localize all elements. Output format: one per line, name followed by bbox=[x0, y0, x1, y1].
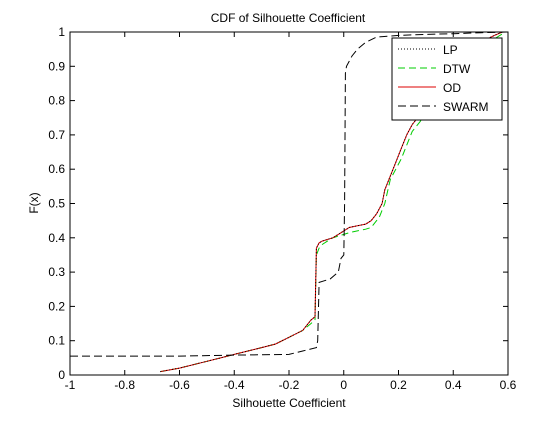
y-axis-label: F(x) bbox=[27, 192, 41, 213]
series-line-swarm bbox=[70, 31, 509, 357]
x-tick-label: -0.2 bbox=[279, 378, 300, 392]
x-axis-label: Silhouette Coefficient bbox=[232, 396, 346, 410]
legend-label-swarm: SWARM bbox=[443, 100, 489, 114]
x-tick-label: 0 bbox=[340, 378, 347, 392]
x-tick-label: -1 bbox=[65, 378, 76, 392]
y-tick-label: 0.1 bbox=[48, 334, 65, 348]
x-tick-label: -0.6 bbox=[169, 378, 190, 392]
y-tick-label: 0.6 bbox=[48, 162, 65, 176]
legend-label-od: OD bbox=[443, 81, 461, 95]
y-tick-label: 0.7 bbox=[48, 128, 65, 142]
y-tick-label: 0.2 bbox=[48, 299, 65, 313]
y-tick-label: 1 bbox=[58, 25, 65, 39]
legend: LP DTW OD SWARM bbox=[391, 37, 503, 121]
legend-label-lp: LP bbox=[443, 43, 458, 57]
chart-title: CDF of Silhouette Coefficient bbox=[211, 11, 366, 25]
x-tick-label: 0.4 bbox=[445, 378, 462, 392]
x-tick-label: -0.4 bbox=[224, 378, 245, 392]
y-tick-label: 0.3 bbox=[48, 265, 65, 279]
x-tick-label: 0.6 bbox=[500, 378, 517, 392]
x-tick-label: 0.2 bbox=[390, 378, 407, 392]
y-tick-label: 0 bbox=[58, 368, 65, 382]
y-tick-label: 0.8 bbox=[48, 94, 65, 108]
y-tick-label: 0.4 bbox=[48, 231, 65, 245]
y-tick-label: 0.9 bbox=[48, 59, 65, 73]
y-tick-label: 0.5 bbox=[48, 197, 65, 211]
x-tick-label: -0.8 bbox=[114, 378, 135, 392]
legend-label-dtw: DTW bbox=[443, 62, 471, 76]
axis-ticks: -1 -0.8 -0.6 -0.4 -0.2 0 0.2 0.4 0.6 0 0.1 0.2 0.3 0.… bbox=[48, 25, 516, 392]
series-line-lp bbox=[160, 31, 503, 373]
